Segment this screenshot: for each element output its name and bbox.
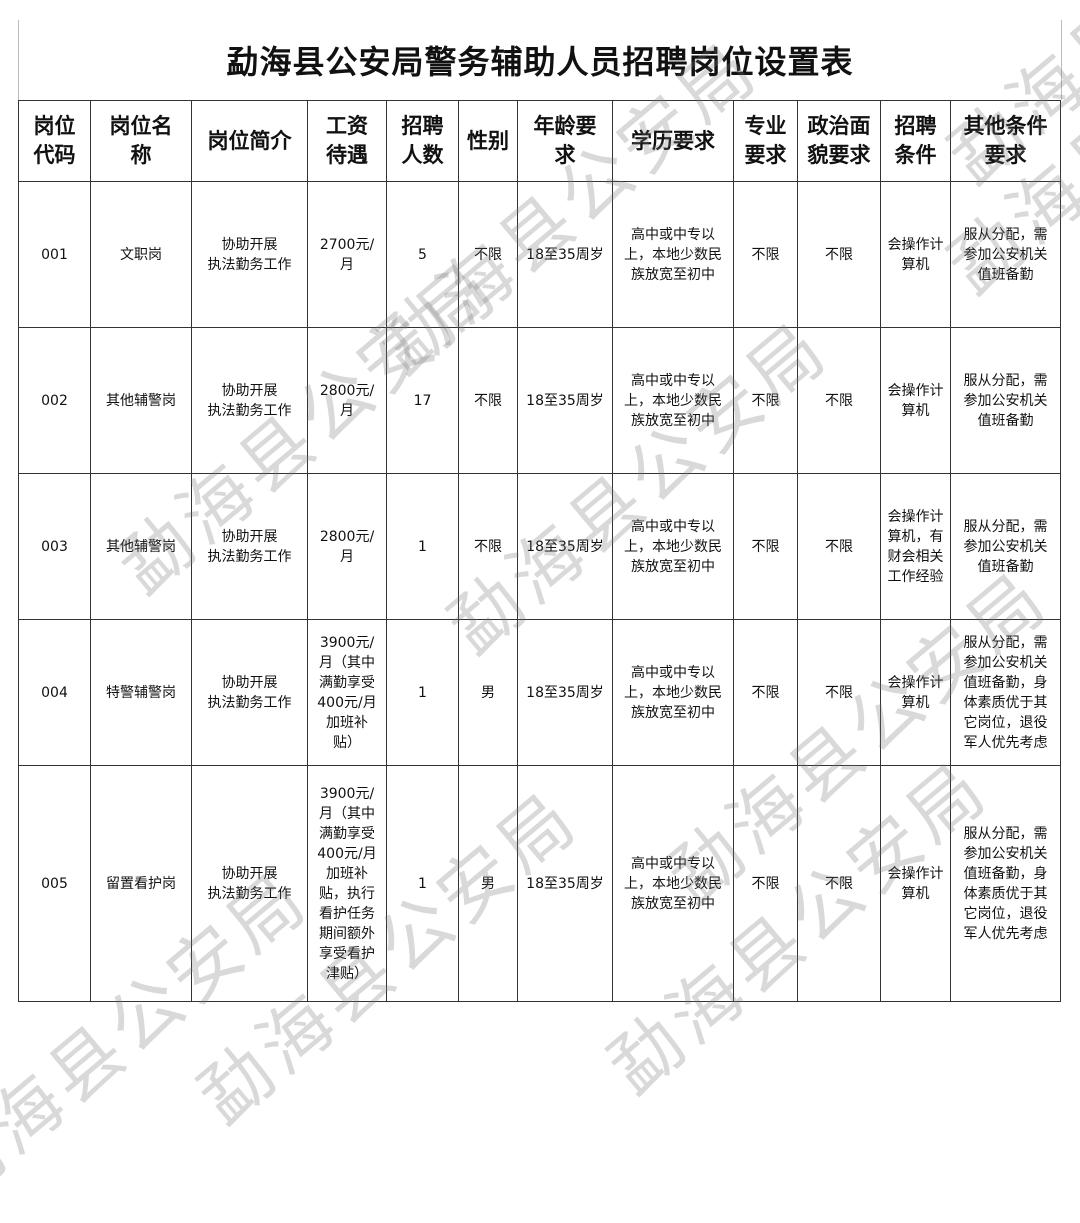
header-conditions: 招聘 条件 [880,100,951,182]
header-major: 专业 要求 [733,100,798,182]
cell-other: 服从分配，需 参加公安机关 值班备勤，身 体素质优于其 它岗位，退役 军人优先考… [950,619,1061,766]
cell-major: 不限 [733,765,798,1002]
cell-count: 1 [386,619,459,766]
cell-age: 18至35周岁 [517,619,613,766]
cell-count: 17 [386,327,459,474]
cell-code: 004 [18,619,91,766]
cell-political: 不限 [797,181,881,328]
cell-political: 不限 [797,327,881,474]
cell-age: 18至35周岁 [517,473,613,620]
header-political: 政治面 貌要求 [797,100,881,182]
cell-political: 不限 [797,473,881,620]
cell-intro: 协助开展 执法勤务工作 [191,619,308,766]
cell-gender: 男 [458,765,518,1002]
header-other: 其他条件 要求 [950,100,1061,182]
cell-major: 不限 [733,181,798,328]
cell-conditions: 会操作计 算机，有 财会相关 工作经验 [880,473,951,620]
cell-gender: 不限 [458,327,518,474]
cell-name: 留置看护岗 [90,765,192,1002]
cell-other: 服从分配，需 参加公安机关 值班备勤，身 体素质优于其 它岗位，退役 军人优先考… [950,765,1061,1002]
positions-table: 岗位 代码 岗位名 称岗位简介 工资 待遇 招聘 人数 性别 年龄要 求学历要求 专业 要求… [18,100,1061,1002]
cell-name: 文职岗 [90,181,192,328]
cell-name: 其他辅警岗 [90,327,192,474]
header-code: 岗位 代码 [18,100,91,182]
header-education: 学历要求 [612,100,734,182]
cell-intro: 协助开展 执法勤务工作 [191,181,308,328]
cell-code: 005 [18,765,91,1002]
cell-salary: 3900元/ 月（其中 满勤享受 400元/月 加班补 贴） [307,619,387,766]
cell-salary: 2700元/ 月 [307,181,387,328]
table-row: 005 留置看护岗 协助开展 执法勤务工作 3900元/ 月（其中 满勤享受 400元… [18,765,1061,1002]
cell-age: 18至35周岁 [517,327,613,474]
cell-code: 002 [18,327,91,474]
cell-age: 18至35周岁 [517,765,613,1002]
header-gender: 性别 [458,100,518,182]
cell-gender: 男 [458,619,518,766]
cell-political: 不限 [797,619,881,766]
header-salary: 工资 待遇 [307,100,387,182]
cell-count: 1 [386,765,459,1002]
header-row: 岗位 代码 岗位名 称岗位简介 工资 待遇 招聘 人数 性别 年龄要 求学历要求 专业 要求… [18,100,1061,182]
cell-count: 5 [386,181,459,328]
cell-code: 003 [18,473,91,620]
cell-name: 特警辅警岗 [90,619,192,766]
cell-conditions: 会操作计 算机 [880,619,951,766]
cell-education: 高中或中专以 上，本地少数民 族放宽至初中 [612,473,734,620]
cell-other: 服从分配，需 参加公安机关 值班备勤 [950,473,1061,620]
cell-major: 不限 [733,619,798,766]
cell-salary: 2800元/ 月 [307,473,387,620]
cell-conditions: 会操作计 算机 [880,327,951,474]
cell-intro: 协助开展 执法勤务工作 [191,473,308,620]
cell-intro: 协助开展 执法勤务工作 [191,327,308,474]
cell-count: 1 [386,473,459,620]
cell-age: 18至35周岁 [517,181,613,328]
cell-conditions: 会操作计 算机 [880,181,951,328]
cell-education: 高中或中专以 上，本地少数民 族放宽至初中 [612,765,734,1002]
cell-gender: 不限 [458,473,518,620]
cell-education: 高中或中专以 上，本地少数民 族放宽至初中 [612,181,734,328]
cell-conditions: 会操作计 算机 [880,765,951,1002]
cell-code: 001 [18,181,91,328]
header-count: 招聘 人数 [386,100,459,182]
table-row: 001 文职岗 协助开展 执法勤务工作 2700元/ 月 5 不限 18至35周岁 高中或中专… [18,181,1061,328]
page-title: 勐海县公安局警务辅助人员招聘岗位设置表 [18,20,1062,100]
header-intro: 岗位简介 [191,100,308,182]
table-row: 004 特警辅警岗 协助开展 执法勤务工作 3900元/ 月（其中 满勤享受 400元… [18,619,1061,766]
cell-name: 其他辅警岗 [90,473,192,620]
table-row: 003 其他辅警岗 协助开展 执法勤务工作 2800元/ 月 1 不限 18至35周岁 高中或… [18,473,1061,620]
cell-gender: 不限 [458,181,518,328]
cell-major: 不限 [733,473,798,620]
cell-major: 不限 [733,327,798,474]
cell-salary: 3900元/ 月（其中 满勤享受 400元/月 加班补 贴，执行 看护任务 期间… [307,765,387,1002]
header-name: 岗位名 称 [90,100,192,182]
cell-education: 高中或中专以 上，本地少数民 族放宽至初中 [612,327,734,474]
cell-other: 服从分配，需 参加公安机关 值班备勤 [950,327,1061,474]
cell-salary: 2800元/ 月 [307,327,387,474]
cell-intro: 协助开展 执法勤务工作 [191,765,308,1002]
cell-education: 高中或中专以 上，本地少数民 族放宽至初中 [612,619,734,766]
header-age: 年龄要 求 [517,100,613,182]
cell-other: 服从分配，需 参加公安机关 值班备勤 [950,181,1061,328]
table-row: 002 其他辅警岗 协助开展 执法勤务工作 2800元/ 月 17 不限 18至35周岁 高中… [18,327,1061,474]
cell-political: 不限 [797,765,881,1002]
